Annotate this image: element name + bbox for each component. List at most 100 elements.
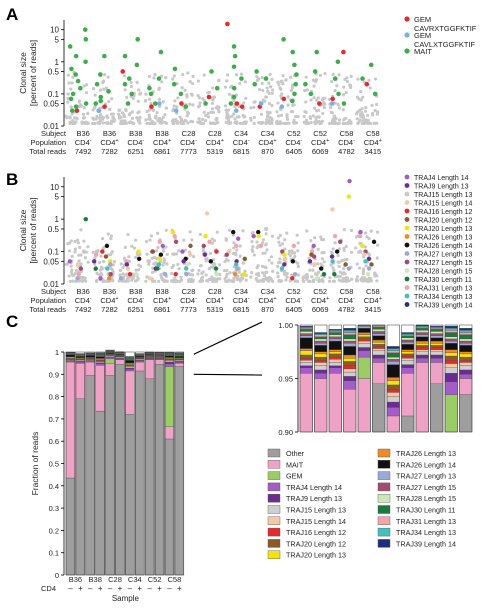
background-clone-point — [191, 103, 195, 107]
inset-bar-outline — [415, 324, 429, 433]
background-clone-point — [374, 273, 378, 277]
background-clone-point — [186, 111, 191, 115]
background-clone-point — [296, 264, 300, 269]
inset-bar-segment — [314, 360, 328, 363]
background-clone-point — [97, 121, 102, 126]
scatter-point — [346, 194, 352, 199]
inset-bar-segment — [343, 332, 357, 335]
inset-bar-segment — [372, 341, 386, 345]
row-header-total-reads: Total reads — [29, 305, 66, 314]
background-clone-point — [179, 117, 184, 121]
background-clone-point — [73, 116, 77, 120]
scatter-point — [202, 252, 208, 257]
background-clone-point — [206, 115, 211, 119]
background-clone-point — [217, 110, 221, 114]
scatter-point — [98, 72, 103, 77]
row-header-subject: Subject — [41, 129, 67, 138]
column-population-label: CD4- — [233, 296, 250, 305]
background-clone-point — [289, 75, 293, 79]
inset-y-tick-label: 0.95 — [278, 375, 293, 384]
background-clone-point — [67, 249, 72, 253]
inset-bar-segment — [430, 325, 444, 328]
inset-bar-segment — [299, 350, 313, 356]
background-clone-point — [127, 113, 131, 117]
bar-segment — [154, 359, 165, 365]
background-clone-point — [358, 119, 362, 123]
background-clone-point — [329, 110, 334, 114]
scatter-point — [155, 266, 160, 271]
background-clone-point — [271, 88, 275, 92]
background-clone-point — [181, 72, 185, 77]
background-clone-point — [348, 85, 353, 90]
background-clone-point — [183, 88, 187, 92]
background-clone-point — [200, 271, 204, 275]
scatter-point — [135, 37, 140, 42]
background-clone-point — [232, 112, 236, 116]
background-clone-point — [331, 279, 335, 283]
column-total-reads: 5319 — [206, 305, 223, 314]
inset-bar-segment — [314, 340, 328, 344]
inset-bar-segment — [401, 335, 415, 338]
scatter-point — [147, 85, 152, 91]
inset-bar-segment — [401, 333, 415, 335]
y-tick-label: 0 — [55, 571, 59, 580]
scatter-point — [332, 76, 338, 81]
background-clone-point — [224, 279, 228, 283]
inset-bar-segment — [343, 343, 357, 347]
background-clone-point — [185, 93, 189, 97]
background-clone-point — [337, 278, 341, 282]
column-subject-label: B38 — [129, 287, 142, 296]
legend-c-label: TRAJ39 Length 14 — [396, 539, 456, 548]
background-clone-point — [144, 279, 148, 283]
x-sign-label: – — [128, 584, 133, 593]
background-clone-point — [164, 106, 169, 110]
scatter-point — [294, 72, 299, 77]
scatter-point — [321, 272, 327, 277]
scatter-point — [357, 233, 363, 239]
background-clone-point — [238, 244, 242, 248]
scatter-point — [160, 243, 165, 249]
background-clone-point — [270, 121, 274, 126]
legend-a-swatch — [404, 16, 410, 22]
legend-c-swatch — [377, 539, 391, 548]
background-clone-point — [243, 80, 248, 84]
inset-bar-segment — [343, 376, 357, 381]
inset-bar-segment — [314, 334, 328, 337]
bar-segment — [85, 360, 95, 363]
scatter-point — [125, 266, 131, 271]
inset-bar-segment — [299, 358, 313, 361]
bar-segment — [164, 361, 175, 364]
background-clone-point — [106, 75, 110, 79]
inset-bar-segment — [314, 372, 328, 379]
scatter-point — [282, 252, 287, 257]
background-clone-point — [291, 110, 295, 114]
background-clone-point — [111, 112, 115, 116]
background-clone-point — [156, 231, 160, 235]
scatter-point — [365, 272, 371, 277]
legend-c-swatch — [377, 460, 391, 469]
bar-outline — [125, 351, 135, 576]
inset-bar-segment — [430, 349, 444, 352]
y-tick-label: 0.2 — [49, 526, 59, 535]
background-clone-point — [138, 115, 142, 120]
background-clone-point — [261, 277, 265, 282]
background-clone-point — [243, 120, 247, 124]
bar-segment — [105, 375, 115, 576]
inset-bar-segment — [415, 336, 429, 342]
background-clone-point — [265, 248, 269, 252]
background-clone-point — [183, 248, 188, 252]
inset-bar-segment — [401, 341, 415, 345]
background-clone-point — [305, 277, 309, 281]
background-clone-point — [111, 270, 115, 274]
scatter-point — [335, 59, 341, 65]
bar-segment — [65, 360, 76, 363]
background-clone-point — [176, 249, 181, 253]
scatter-point — [76, 272, 82, 277]
scatter-point — [242, 256, 247, 261]
background-clone-point — [359, 114, 363, 118]
scatter-point — [241, 272, 247, 277]
background-clone-point — [159, 272, 163, 277]
column-population-label: CD4- — [180, 296, 197, 305]
bar-segment — [65, 361, 76, 479]
background-clone-point — [244, 96, 248, 100]
